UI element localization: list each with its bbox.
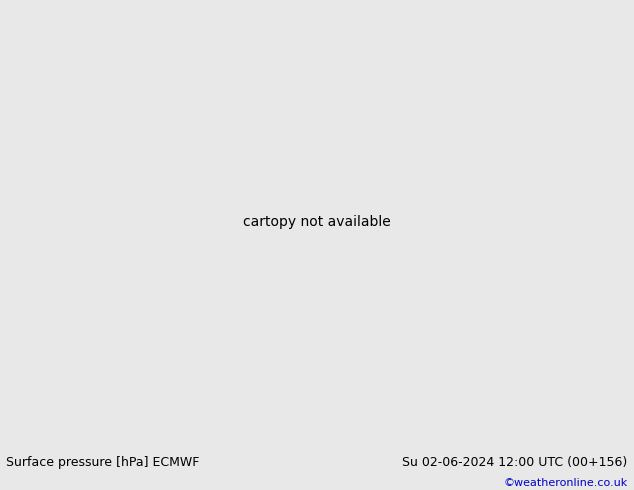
Text: Surface pressure [hPa] ECMWF: Surface pressure [hPa] ECMWF [6,457,200,469]
Text: cartopy not available: cartopy not available [243,216,391,229]
Text: Su 02-06-2024 12:00 UTC (00+156): Su 02-06-2024 12:00 UTC (00+156) [403,457,628,469]
Text: ©weatheronline.co.uk: ©weatheronline.co.uk [503,478,628,488]
